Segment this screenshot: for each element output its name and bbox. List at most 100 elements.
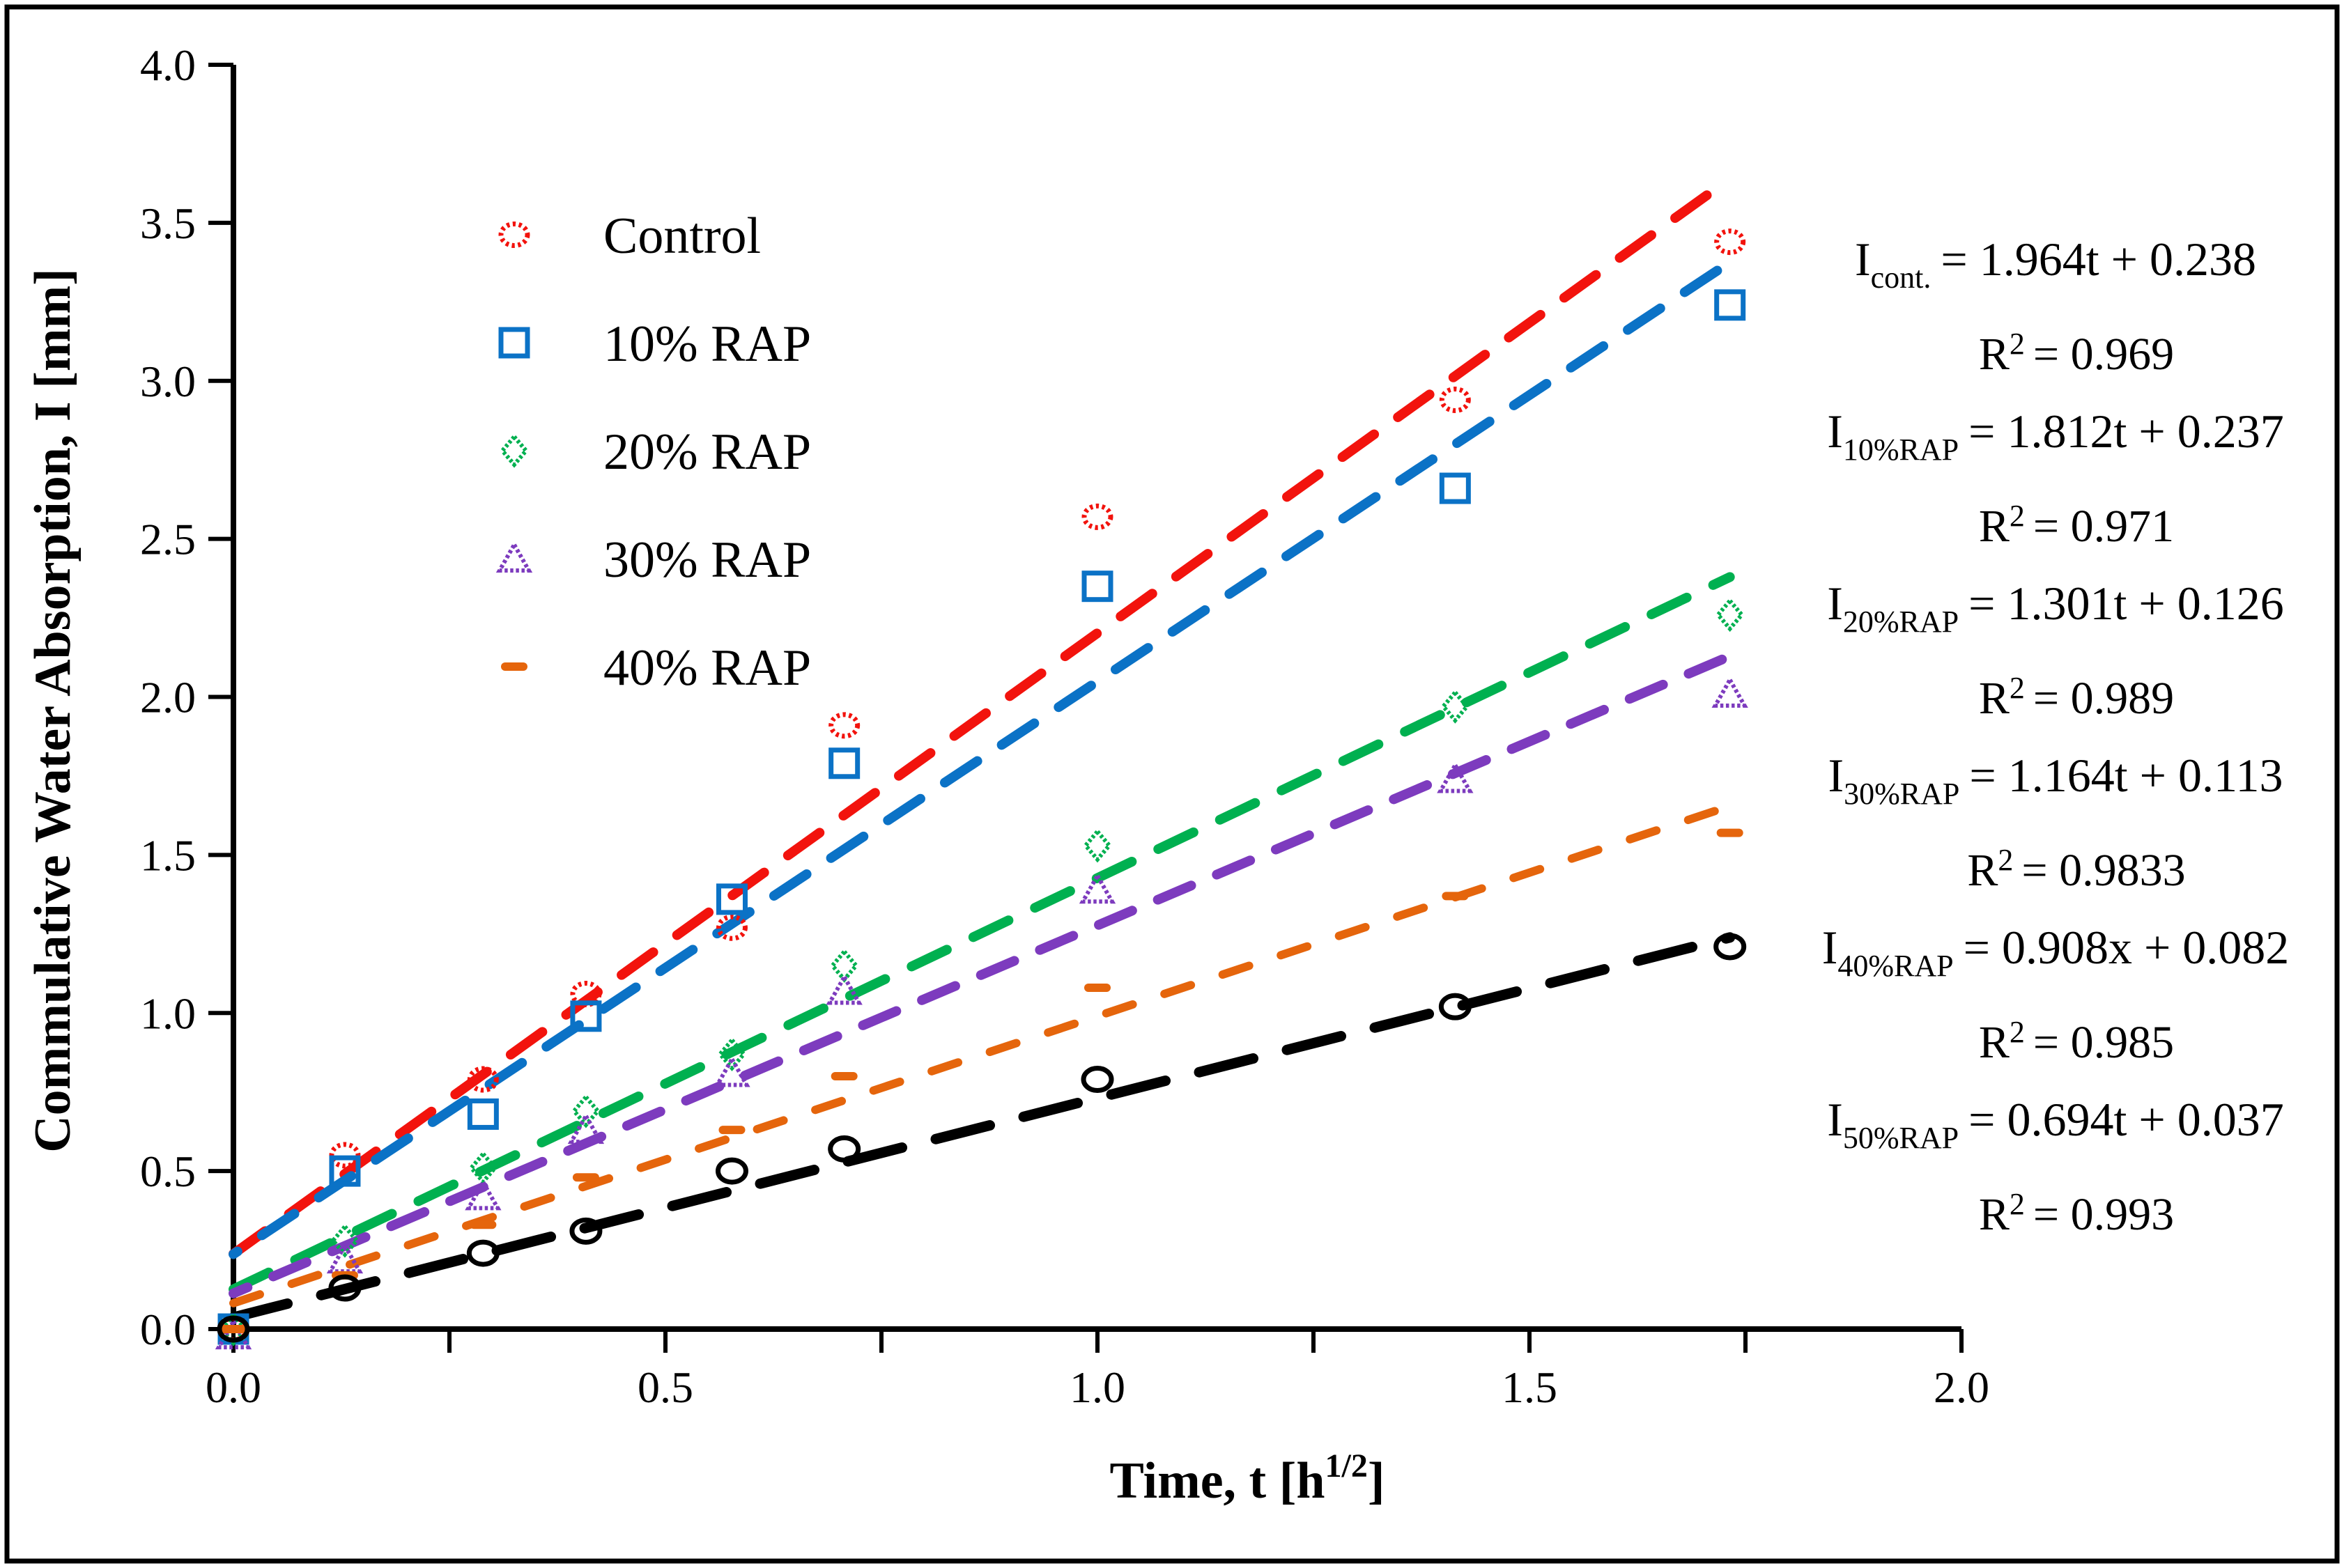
marker-square-icon xyxy=(467,1098,499,1130)
marker-diamond-icon xyxy=(829,948,859,983)
y-tick-label: 4.0 xyxy=(140,40,196,90)
y-tick-label: 3.5 xyxy=(140,199,196,248)
trendline-10-rap xyxy=(229,257,1735,1259)
y-axis-title: Commulative Water Absorption, I [mm] xyxy=(24,268,82,1153)
marker-square-icon xyxy=(498,327,530,359)
equations: Icont. = 1.964t + 0.238 R2 = 0.969 I10%RAP = … xyxy=(1822,233,2290,1240)
y-tick-label: 1.0 xyxy=(140,988,196,1038)
axes xyxy=(231,65,1961,1332)
trendline-50-rap xyxy=(228,932,1736,1323)
figure-border xyxy=(4,4,2340,1564)
marker-circle-dotted-icon xyxy=(498,222,530,248)
marker-diamond-icon xyxy=(468,1150,498,1186)
marker-dash-icon xyxy=(1442,892,1469,901)
legend-label: Control xyxy=(603,208,761,265)
marker-circle-icon xyxy=(1713,933,1747,961)
r-squared-text: R2 = 0.993 xyxy=(1979,1187,2174,1240)
equation-block-3: I20%RAP = 1.301t + 0.126 R2 = 0.989 xyxy=(1827,577,2284,724)
marker-diamond-icon xyxy=(1083,828,1112,863)
y-tick-label: 2.5 xyxy=(140,515,196,564)
marker-dash-icon xyxy=(470,1220,497,1229)
marker-circle-dotted-icon xyxy=(828,712,861,739)
marker-diamond-icon xyxy=(219,1312,248,1346)
equation-block-2: I10%RAP = 1.812t + 0.237 R2 = 0.971 xyxy=(1827,405,2284,552)
legend-label: 20% RAP xyxy=(603,424,811,481)
marker-circle-icon xyxy=(217,1315,250,1343)
trendline-control xyxy=(229,173,1735,1259)
marker-circle-dotted-icon xyxy=(1081,503,1113,530)
y-tick-label: 3.0 xyxy=(140,357,196,406)
marker-circle-icon xyxy=(1438,993,1472,1020)
x-tick-label: 0.5 xyxy=(638,1363,693,1412)
y-axis: 0.0 0.5 1.0 1.5 2.0 2.5 3.0 3.5 4.0 xyxy=(140,40,233,1354)
marker-square-icon xyxy=(1081,570,1113,603)
x-tick-label: 1.5 xyxy=(1502,1363,1557,1412)
marker-dash-icon xyxy=(1716,828,1743,837)
marker-circle-dotted-icon xyxy=(716,914,748,941)
equation-block-6: I50%RAP = 0.694t + 0.037 R2 = 0.993 xyxy=(1827,1093,2284,1240)
y-tick-label: 0.0 xyxy=(140,1305,196,1354)
equation-block-1: Icont. = 1.964t + 0.238 R2 = 0.969 xyxy=(1855,233,2256,380)
r-squared-text: R2 = 0.9833 xyxy=(1967,843,2185,896)
marker-square-icon xyxy=(828,747,861,779)
x-tick-label: 0.0 xyxy=(206,1363,261,1412)
marker-diamond-icon xyxy=(717,1037,747,1071)
marker-square-icon xyxy=(716,883,748,915)
marker-dash-icon xyxy=(501,662,527,671)
y-tick-label: 0.5 xyxy=(140,1147,196,1196)
axis-spines xyxy=(231,65,1961,1332)
y-tick-label: 1.5 xyxy=(140,830,196,880)
marker-circle-icon xyxy=(328,1274,362,1302)
marker-square-icon xyxy=(1439,472,1471,504)
r-squared-text: R2 = 0.971 xyxy=(1979,499,2174,552)
marker-triangle-icon xyxy=(714,1055,750,1087)
marker-circle-dotted-icon xyxy=(329,1142,361,1169)
marker-circle-icon xyxy=(828,1135,861,1163)
x-axis-title: Time, t [h1/2] xyxy=(1109,1447,1385,1509)
marker-square-icon xyxy=(570,1000,602,1032)
series-50-rap xyxy=(217,933,1747,1343)
marker-circle-dotted-icon xyxy=(1714,228,1746,256)
legend-item-40-rap: 40% RAP xyxy=(501,639,811,697)
series-control xyxy=(217,228,1746,1342)
marker-diamond-icon xyxy=(330,1223,360,1258)
marker-circle-dotted-icon xyxy=(1439,386,1471,413)
trendline-20-rap xyxy=(229,572,1735,1294)
marker-dash-icon xyxy=(718,1126,746,1135)
trendline-40-rap xyxy=(229,802,1734,1307)
marker-square-icon xyxy=(1714,289,1746,321)
marker-diamond-icon xyxy=(571,1094,601,1128)
r-squared-text: R2 = 0.969 xyxy=(1979,327,2174,380)
legend: Control 10% RAP 20% RAP 30% RAP 40% RAP xyxy=(495,208,811,697)
data-points xyxy=(215,228,1748,1350)
marker-circle-icon xyxy=(715,1157,748,1185)
r-squared-text: R2 = 0.989 xyxy=(1979,671,2174,724)
legend-label: 30% RAP xyxy=(603,531,811,589)
equation-text: I40%RAP = 0.908x + 0.082 xyxy=(1822,921,2290,983)
equation-text: I50%RAP = 0.694t + 0.037 xyxy=(1827,1093,2284,1155)
x-axis: 0.0 0.5 1.0 1.5 2.0 xyxy=(206,1329,1989,1412)
marker-circle-icon xyxy=(466,1239,500,1267)
legend-item-30-rap: 30% RAP xyxy=(495,531,811,589)
series-20-rap xyxy=(219,597,1745,1346)
equation-text: I20%RAP = 1.301t + 0.126 xyxy=(1827,577,2284,639)
x-tick-label: 1.0 xyxy=(1070,1363,1125,1412)
r-squared-text: R2 = 0.985 xyxy=(1979,1015,2174,1068)
equation-text: Icont. = 1.964t + 0.238 xyxy=(1855,233,2256,295)
trendline-30-rap xyxy=(229,651,1735,1298)
marker-dash-icon xyxy=(1084,983,1111,992)
marker-circle-icon xyxy=(569,1217,603,1245)
legend-item-20-rap: 20% RAP xyxy=(500,424,811,481)
y-tick-label: 2.0 xyxy=(140,673,196,722)
equation-block-4: I30%RAP = 1.164t + 0.113 R2 = 0.9833 xyxy=(1828,749,2283,896)
marker-triangle-icon xyxy=(1079,871,1116,904)
equation-text: I10%RAP = 1.812t + 0.237 xyxy=(1827,405,2284,467)
marker-triangle-icon xyxy=(1711,675,1748,708)
marker-triangle-icon xyxy=(1437,761,1474,793)
marker-triangle-icon xyxy=(465,1178,502,1211)
marker-diamond-icon xyxy=(1440,689,1470,724)
marker-diamond-icon xyxy=(1715,597,1745,632)
equation-text: I30%RAP = 1.164t + 0.113 xyxy=(1828,749,2283,811)
